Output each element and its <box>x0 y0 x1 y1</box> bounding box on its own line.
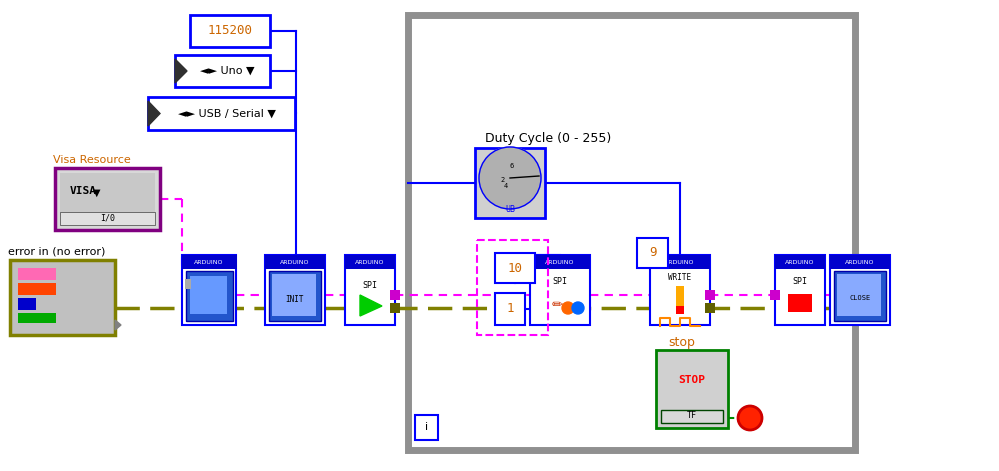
Text: WRITE: WRITE <box>668 274 691 283</box>
Text: SPI: SPI <box>552 277 567 286</box>
FancyBboxPatch shape <box>475 148 545 218</box>
FancyBboxPatch shape <box>190 15 270 47</box>
Polygon shape <box>148 101 160 126</box>
FancyBboxPatch shape <box>650 255 710 325</box>
Circle shape <box>479 147 541 209</box>
Text: ✏: ✏ <box>552 298 563 312</box>
FancyBboxPatch shape <box>18 313 56 323</box>
Text: ARDUINO: ARDUINO <box>356 260 385 265</box>
Text: stop: stop <box>668 336 695 349</box>
Polygon shape <box>115 320 121 330</box>
Text: 4: 4 <box>503 183 508 189</box>
FancyBboxPatch shape <box>10 260 115 335</box>
FancyBboxPatch shape <box>18 298 36 310</box>
FancyBboxPatch shape <box>265 255 325 325</box>
FancyBboxPatch shape <box>705 303 715 313</box>
FancyBboxPatch shape <box>185 279 191 289</box>
Text: 2: 2 <box>500 177 504 183</box>
FancyBboxPatch shape <box>182 255 236 325</box>
Text: ▼: ▼ <box>93 188 101 198</box>
Text: Visa Resource: Visa Resource <box>53 155 131 165</box>
FancyBboxPatch shape <box>676 306 684 314</box>
FancyBboxPatch shape <box>495 293 525 325</box>
FancyBboxPatch shape <box>530 255 590 269</box>
FancyBboxPatch shape <box>18 268 56 280</box>
FancyBboxPatch shape <box>55 168 160 230</box>
Text: error in (no error): error in (no error) <box>8 247 105 257</box>
Text: 9: 9 <box>648 246 656 260</box>
FancyBboxPatch shape <box>775 255 825 325</box>
FancyBboxPatch shape <box>390 290 400 300</box>
Text: ARDUINO: ARDUINO <box>785 260 815 265</box>
FancyBboxPatch shape <box>530 255 590 325</box>
FancyBboxPatch shape <box>495 253 535 283</box>
FancyBboxPatch shape <box>830 255 890 269</box>
FancyBboxPatch shape <box>415 415 438 440</box>
FancyBboxPatch shape <box>18 283 56 295</box>
FancyBboxPatch shape <box>190 276 227 314</box>
FancyBboxPatch shape <box>770 290 780 300</box>
Text: ARDUINO: ARDUINO <box>845 260 875 265</box>
Text: Duty Cycle (0 - 255): Duty Cycle (0 - 255) <box>485 132 611 145</box>
Text: SPI: SPI <box>792 277 807 286</box>
FancyBboxPatch shape <box>60 212 155 225</box>
Text: I/0: I/0 <box>100 213 115 222</box>
Text: VISA: VISA <box>70 186 97 196</box>
Text: i: i <box>425 422 428 432</box>
FancyBboxPatch shape <box>650 255 710 269</box>
Text: INIT: INIT <box>286 295 305 304</box>
FancyBboxPatch shape <box>837 274 881 316</box>
Text: TF: TF <box>687 412 697 421</box>
Text: STOP: STOP <box>678 375 705 385</box>
Text: ◄► Uno ▼: ◄► Uno ▼ <box>200 66 255 76</box>
FancyBboxPatch shape <box>345 255 395 325</box>
Circle shape <box>738 406 762 430</box>
Text: 1: 1 <box>506 302 513 316</box>
FancyBboxPatch shape <box>272 274 316 316</box>
FancyBboxPatch shape <box>656 350 728 428</box>
FancyBboxPatch shape <box>775 255 825 269</box>
Text: ARDUINO: ARDUINO <box>194 260 224 265</box>
Text: UB: UB <box>505 205 515 214</box>
Text: ARDUINO: ARDUINO <box>281 260 310 265</box>
FancyBboxPatch shape <box>265 255 325 269</box>
FancyBboxPatch shape <box>830 255 890 325</box>
Text: 10: 10 <box>507 261 522 275</box>
Text: ARDUINO: ARDUINO <box>545 260 574 265</box>
Text: ARDUINO: ARDUINO <box>665 260 694 265</box>
Polygon shape <box>175 59 187 83</box>
FancyBboxPatch shape <box>345 255 395 269</box>
Polygon shape <box>360 295 382 316</box>
FancyBboxPatch shape <box>175 55 270 87</box>
Text: ◄► USB / Serial ▼: ◄► USB / Serial ▼ <box>178 108 276 119</box>
Circle shape <box>562 302 574 314</box>
FancyBboxPatch shape <box>676 286 684 308</box>
FancyBboxPatch shape <box>408 15 855 450</box>
FancyBboxPatch shape <box>705 290 715 300</box>
Text: 115200: 115200 <box>208 24 253 38</box>
Text: 6: 6 <box>509 163 514 169</box>
FancyBboxPatch shape <box>148 97 295 130</box>
FancyBboxPatch shape <box>60 173 155 215</box>
Text: CLOSE: CLOSE <box>849 295 870 301</box>
Text: SPI: SPI <box>363 281 378 290</box>
FancyBboxPatch shape <box>637 238 668 268</box>
FancyBboxPatch shape <box>186 271 233 321</box>
Circle shape <box>572 302 584 314</box>
FancyBboxPatch shape <box>661 410 723 423</box>
FancyBboxPatch shape <box>269 271 321 321</box>
FancyBboxPatch shape <box>390 303 400 313</box>
FancyBboxPatch shape <box>788 294 812 312</box>
FancyBboxPatch shape <box>834 271 886 321</box>
FancyBboxPatch shape <box>182 255 237 269</box>
